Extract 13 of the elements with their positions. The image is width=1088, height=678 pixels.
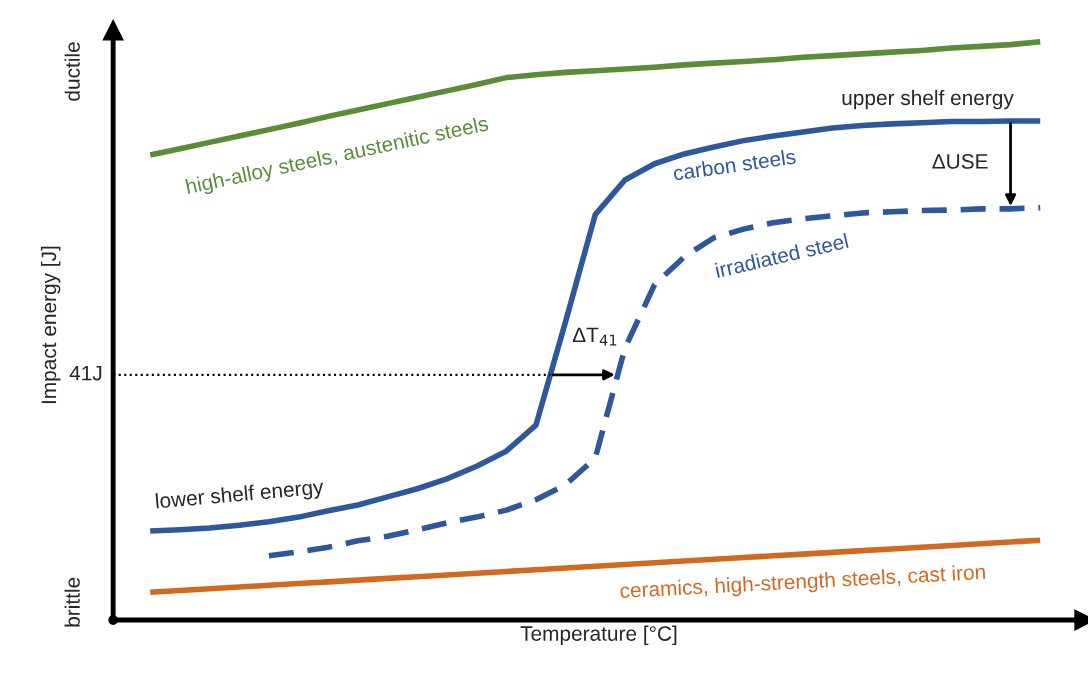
text: high-alloy steels, austenitic steels (185, 115, 490, 199)
annotation: ΔT$_{41}$ (572, 327, 617, 346)
y-axis-title: Impact energy [J] (40, 246, 61, 404)
text: carbon steels (672, 148, 797, 181)
series-label: ceramics, high-strength steels, cast iron (620, 563, 986, 603)
x-axis-title: Temperature [°C] (520, 625, 677, 646)
ref-line-label: 41J (69, 365, 102, 381)
annotation: ΔUSE (932, 154, 988, 169)
annotation: upper shelf energy (842, 89, 1014, 110)
annotation: lower shelf energy (155, 478, 325, 513)
text: brittle (64, 577, 80, 627)
text: irradiated steel (714, 232, 849, 278)
text: ductile (64, 42, 80, 101)
